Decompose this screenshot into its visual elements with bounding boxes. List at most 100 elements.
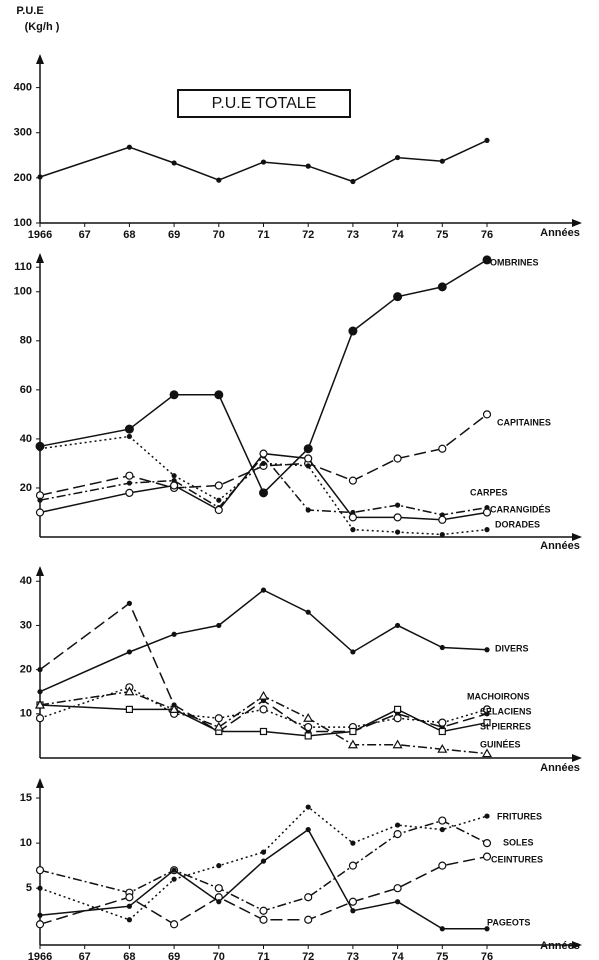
- x-tick-label: 70: [213, 229, 225, 241]
- marker: [216, 622, 222, 629]
- marker: [348, 897, 357, 906]
- y-tick-label: 40: [20, 575, 32, 587]
- marker: [259, 906, 268, 915]
- y-tick-label: 80: [20, 335, 32, 347]
- x-tick-label: 76: [481, 951, 493, 960]
- series-label: OMBRINES: [490, 257, 539, 267]
- marker: [304, 893, 313, 902]
- marker: [484, 647, 490, 653]
- marker: [305, 826, 311, 833]
- marker: [484, 813, 490, 819]
- marker: [258, 690, 269, 700]
- marker: [35, 920, 45, 929]
- marker: [350, 908, 356, 914]
- marker: [37, 885, 43, 891]
- x-tick-label: 69: [168, 951, 180, 960]
- marker: [126, 600, 132, 606]
- axis-arrow: [572, 941, 582, 949]
- marker: [37, 912, 43, 918]
- marker: [484, 137, 490, 144]
- axis-arrow: [36, 778, 44, 788]
- marker: [214, 390, 224, 400]
- marker: [305, 609, 311, 615]
- series-label: CARANGIDÉS: [490, 504, 551, 514]
- x-tick-label: 73: [347, 229, 359, 241]
- marker: [124, 424, 134, 434]
- marker: [304, 722, 313, 732]
- chart-title: P.U.E TOTALE: [212, 95, 317, 112]
- marker: [170, 481, 179, 490]
- marker: [170, 920, 179, 929]
- series-label: CARPES: [470, 487, 508, 497]
- marker: [348, 861, 357, 870]
- marker: [260, 858, 267, 864]
- marker: [126, 903, 132, 909]
- y-tick-label: 20: [20, 664, 32, 676]
- marker: [438, 444, 447, 453]
- marker: [35, 508, 45, 517]
- x-tick-label: 71: [257, 229, 269, 241]
- y-tick-label: 200: [14, 172, 32, 184]
- marker: [37, 446, 43, 452]
- marker: [481, 748, 493, 758]
- marker: [259, 915, 268, 924]
- marker: [259, 727, 268, 736]
- marker: [216, 177, 222, 183]
- series-line: [39, 704, 488, 737]
- marker: [305, 507, 311, 513]
- marker: [171, 876, 177, 882]
- x-axis-label: Années: [540, 540, 580, 552]
- series-line: [39, 259, 488, 495]
- y-tick-label: 300: [14, 127, 32, 139]
- marker: [350, 840, 356, 846]
- x-tick-label: 69: [168, 229, 180, 241]
- marker: [303, 713, 314, 722]
- series-line: [39, 454, 488, 516]
- marker: [393, 714, 402, 723]
- marker: [37, 497, 43, 503]
- series-label: PAGEOTS: [487, 917, 530, 927]
- marker: [214, 505, 223, 515]
- marker: [395, 622, 401, 629]
- y-tick-label: 100: [14, 217, 32, 229]
- marker: [259, 449, 268, 458]
- y-tick-label: 5: [26, 882, 32, 894]
- marker: [305, 804, 311, 810]
- marker: [171, 867, 177, 873]
- series-line: [39, 805, 488, 921]
- series-line: [39, 690, 488, 755]
- marker: [125, 471, 134, 480]
- marker: [259, 705, 268, 714]
- marker: [304, 732, 312, 740]
- marker: [214, 884, 223, 893]
- x-axis-label: Années: [540, 762, 580, 774]
- series-line: [39, 819, 488, 912]
- x-tick-label: 73: [347, 951, 359, 960]
- marker: [350, 178, 356, 185]
- x-tick-label: 72: [302, 229, 314, 241]
- marker: [348, 476, 357, 485]
- marker: [395, 502, 401, 508]
- x-tick-label: 67: [79, 951, 91, 960]
- marker: [393, 829, 402, 839]
- marker: [439, 644, 445, 651]
- y-tick-label: 60: [20, 384, 32, 396]
- marker: [259, 488, 268, 498]
- marker: [126, 144, 132, 150]
- series-line: [39, 828, 487, 930]
- marker: [393, 884, 402, 893]
- series-line: [39, 855, 488, 926]
- marker: [214, 481, 223, 490]
- series-label: DORADES: [495, 519, 540, 529]
- marker: [125, 893, 134, 902]
- x-tick-label: 72: [302, 951, 314, 960]
- marker: [304, 454, 313, 463]
- marker: [439, 158, 445, 164]
- x-axis-label: Années: [540, 940, 580, 952]
- marker: [393, 292, 403, 302]
- marker: [438, 515, 447, 524]
- series-label: FRITURES: [497, 811, 542, 821]
- marker: [482, 705, 492, 714]
- series-label: CAPITAINES: [497, 417, 551, 427]
- x-tick-label: 68: [123, 951, 135, 960]
